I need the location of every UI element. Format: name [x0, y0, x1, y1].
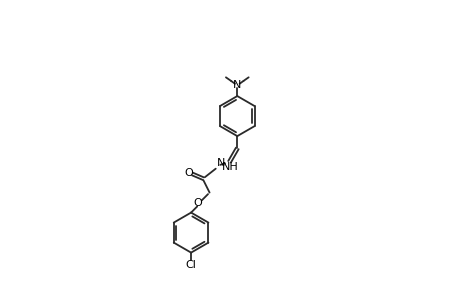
Text: O: O: [193, 198, 202, 208]
Text: O: O: [184, 168, 193, 178]
Text: N: N: [233, 80, 241, 90]
Text: N: N: [217, 158, 225, 167]
Text: NH: NH: [221, 162, 238, 172]
Text: Cl: Cl: [185, 260, 196, 270]
